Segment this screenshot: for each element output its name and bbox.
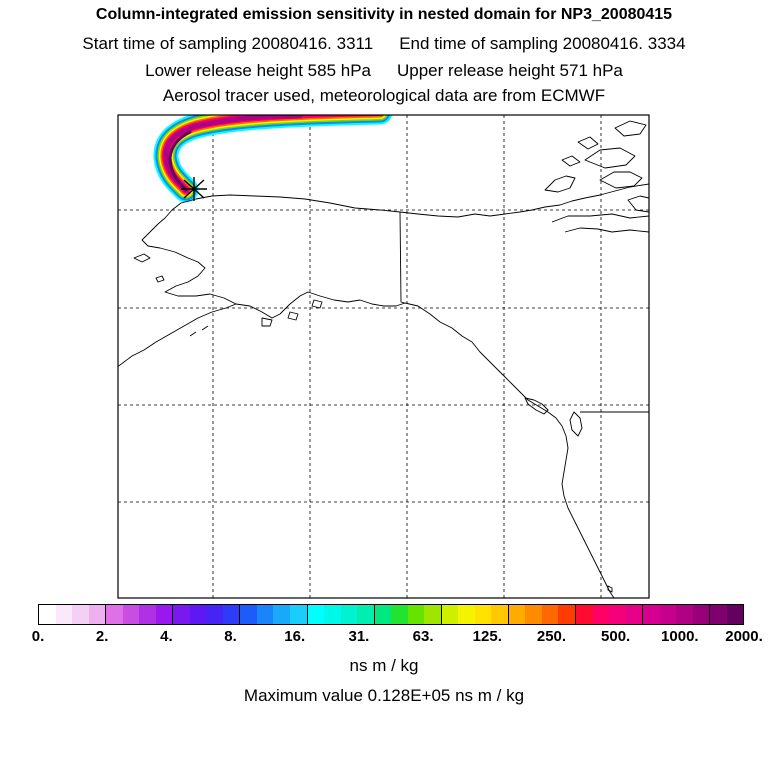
colorbar-swatch <box>206 605 223 624</box>
colorbar-swatch <box>424 605 441 624</box>
colorbar-swatch <box>692 605 710 624</box>
colorbar-swatch <box>357 605 374 624</box>
colorbar-swatch <box>491 605 508 624</box>
colorbar-swatch <box>659 605 677 624</box>
sensitivity-plume <box>153 115 393 203</box>
map-frame <box>117 114 650 599</box>
colorbar-swatch <box>592 605 610 624</box>
colorbar-swatch <box>726 605 744 624</box>
colorbar-swatch <box>324 605 341 624</box>
colorbar-swatch <box>122 605 140 624</box>
colorbar-tick-label: 16. <box>284 628 306 645</box>
colorbar-swatch <box>458 605 475 624</box>
colorbar-swatch <box>189 605 207 624</box>
colorbar-swatch <box>558 605 575 624</box>
colorbar-tick-label: 2000. <box>725 628 763 645</box>
upper-release-height-label: Upper release height 571 hPa <box>397 61 623 80</box>
colorbar-swatch <box>273 605 290 624</box>
colorbar-swatch <box>709 605 727 624</box>
colorbar-swatch <box>222 605 240 624</box>
maximum-value-label: Maximum value 0.128E+05 ns m / kg <box>243 686 525 705</box>
colorbar-swatch <box>256 605 274 624</box>
colorbar-swatch <box>340 605 358 624</box>
colorbar-tick-label: 2. <box>95 628 109 645</box>
colorbar-swatch <box>72 605 89 624</box>
colorbar-tick-label: 0. <box>31 628 45 645</box>
colorbar-tick-label: 63. <box>412 628 434 645</box>
coastlines <box>118 120 649 598</box>
colorbar <box>38 604 744 625</box>
colorbar-tick-label: 125. <box>472 628 502 645</box>
colorbar-swatch <box>676 605 693 624</box>
colorbar-swatch <box>440 605 459 624</box>
colorbar-tick-label: 500. <box>601 628 631 645</box>
colorbar-swatch <box>391 605 408 624</box>
colorbar-swatch <box>172 605 190 624</box>
colorbar-swatch <box>525 605 542 624</box>
colorbar-swatch <box>373 605 392 624</box>
colorbar-swatch <box>306 605 325 624</box>
colorbar-swatch <box>575 605 593 624</box>
colorbar-swatch <box>541 605 559 624</box>
colorbar-swatch <box>625 605 643 624</box>
colorbar-tick-label: 250. <box>536 628 567 645</box>
colorbar-swatch <box>239 605 257 624</box>
colorbar-swatch <box>474 605 492 624</box>
colorbar-swatch <box>155 605 173 624</box>
map-title: Column-integrated emission sensitivity i… <box>95 6 673 23</box>
colorbar-swatch <box>105 605 123 624</box>
colorbar-swatch <box>407 605 425 624</box>
colorbar-swatch <box>55 605 73 624</box>
release-height-line: Lower release height 585 hPa Upper releas… <box>0 61 768 81</box>
release-point-marker <box>181 177 207 201</box>
colorbar-unit-label: ns m / kg <box>349 656 419 675</box>
colorbar-tick-label: 8. <box>224 628 237 645</box>
colorbar-tick-label: 1000. <box>661 628 699 645</box>
lower-release-height-label: Lower release height 585 hPa <box>145 61 371 80</box>
colorbar-swatch <box>39 605 56 624</box>
colorbar-swatch <box>642 605 660 624</box>
colorbar-tick-label: 31. <box>348 628 370 645</box>
start-time-label: Start time of sampling 20080416. 3311 <box>82 34 374 53</box>
colorbar-swatch <box>289 605 307 624</box>
colorbar-swatch <box>88 605 106 624</box>
sampling-time-line: Start time of sampling 20080416. 3311 End… <box>0 34 768 54</box>
tracer-info-label: Aerosol tracer used, meteorological data… <box>162 86 606 105</box>
colorbar-tick-label: 4. <box>160 628 173 645</box>
colorbar-swatch <box>609 605 626 624</box>
colorbar-swatch <box>507 605 526 624</box>
end-time-label: End time of sampling 20080416. 3334 <box>399 34 686 53</box>
colorbar-swatch <box>139 605 156 624</box>
